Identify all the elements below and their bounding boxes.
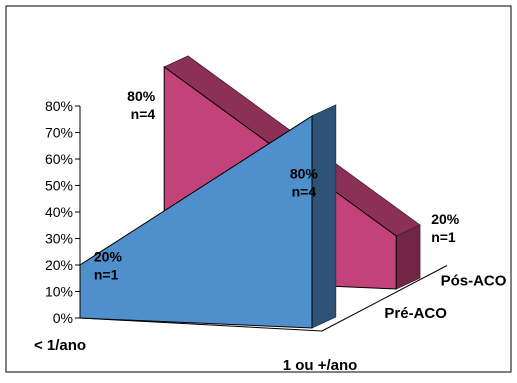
y-tick-label: 70% — [45, 125, 73, 141]
pos-aco-series-side-face — [395, 224, 421, 290]
data-label-pre-aco-lt-1-ano-line: 20% — [94, 249, 123, 265]
data-label-pos-aco-lt-1-ano: 80% n=4 — [127, 88, 156, 122]
category-label-1-ou-mais-ano: 1 ou +/ano — [283, 357, 358, 374]
y-tick-label: 60% — [45, 151, 73, 167]
data-label-pre-aco-1-ou-mais-ano-line: n=4 — [292, 184, 317, 200]
data-label-pos-aco-1-ou-mais-ano-line: n=1 — [431, 229, 456, 245]
y-tick-label: 40% — [45, 204, 73, 220]
y-tick-label: 50% — [45, 178, 73, 194]
series-label-pre-aco: Pré-ACO — [384, 305, 447, 322]
data-label-pre-aco-lt-1-ano-line: n=1 — [94, 267, 119, 283]
y-tick-label: 80% — [45, 98, 73, 114]
y-tick-label: 30% — [45, 231, 73, 247]
category-label-lt-1-ano: < 1/ano — [34, 337, 86, 354]
data-label-pre-aco-1-ou-mais-ano-line: 80% — [290, 166, 319, 182]
series-label-pos-aco: Pós-ACO — [441, 273, 507, 290]
y-tick-label: 10% — [45, 284, 73, 300]
pre-aco-series-side-face — [311, 104, 337, 329]
data-label-pos-aco-lt-1-ano-line: n=4 — [131, 106, 156, 122]
y-tick-label: 20% — [45, 257, 73, 273]
data-label-pos-aco-1-ou-mais-ano: 20% n=1 — [431, 211, 460, 245]
pre-aco-series-front-face — [79, 115, 313, 329]
y-tick-label: 0% — [53, 310, 73, 326]
data-label-pos-aco-1-ou-mais-ano-line: 20% — [431, 211, 460, 227]
data-label-pos-aco-lt-1-ano-line: 80% — [127, 88, 156, 104]
category-labels-group: < 1/ano 1 ou +/ano — [34, 337, 357, 374]
depth-axis-line — [321, 265, 448, 332]
front-series-group — [79, 104, 337, 329]
data-labels-group: 80% n=420% n=120% n=180% n=4 — [94, 88, 460, 283]
data-label-pre-aco-lt-1-ano: 20% n=1 — [94, 249, 123, 283]
y-ticks-group: 0% 10% 20% 30% 40% 50% 60% 70% 80% — [45, 98, 80, 326]
data-label-pre-aco-1-ou-mais-ano: 80% n=4 — [290, 166, 319, 200]
series-labels-group: Pré-ACO Pós-ACO — [384, 273, 506, 323]
